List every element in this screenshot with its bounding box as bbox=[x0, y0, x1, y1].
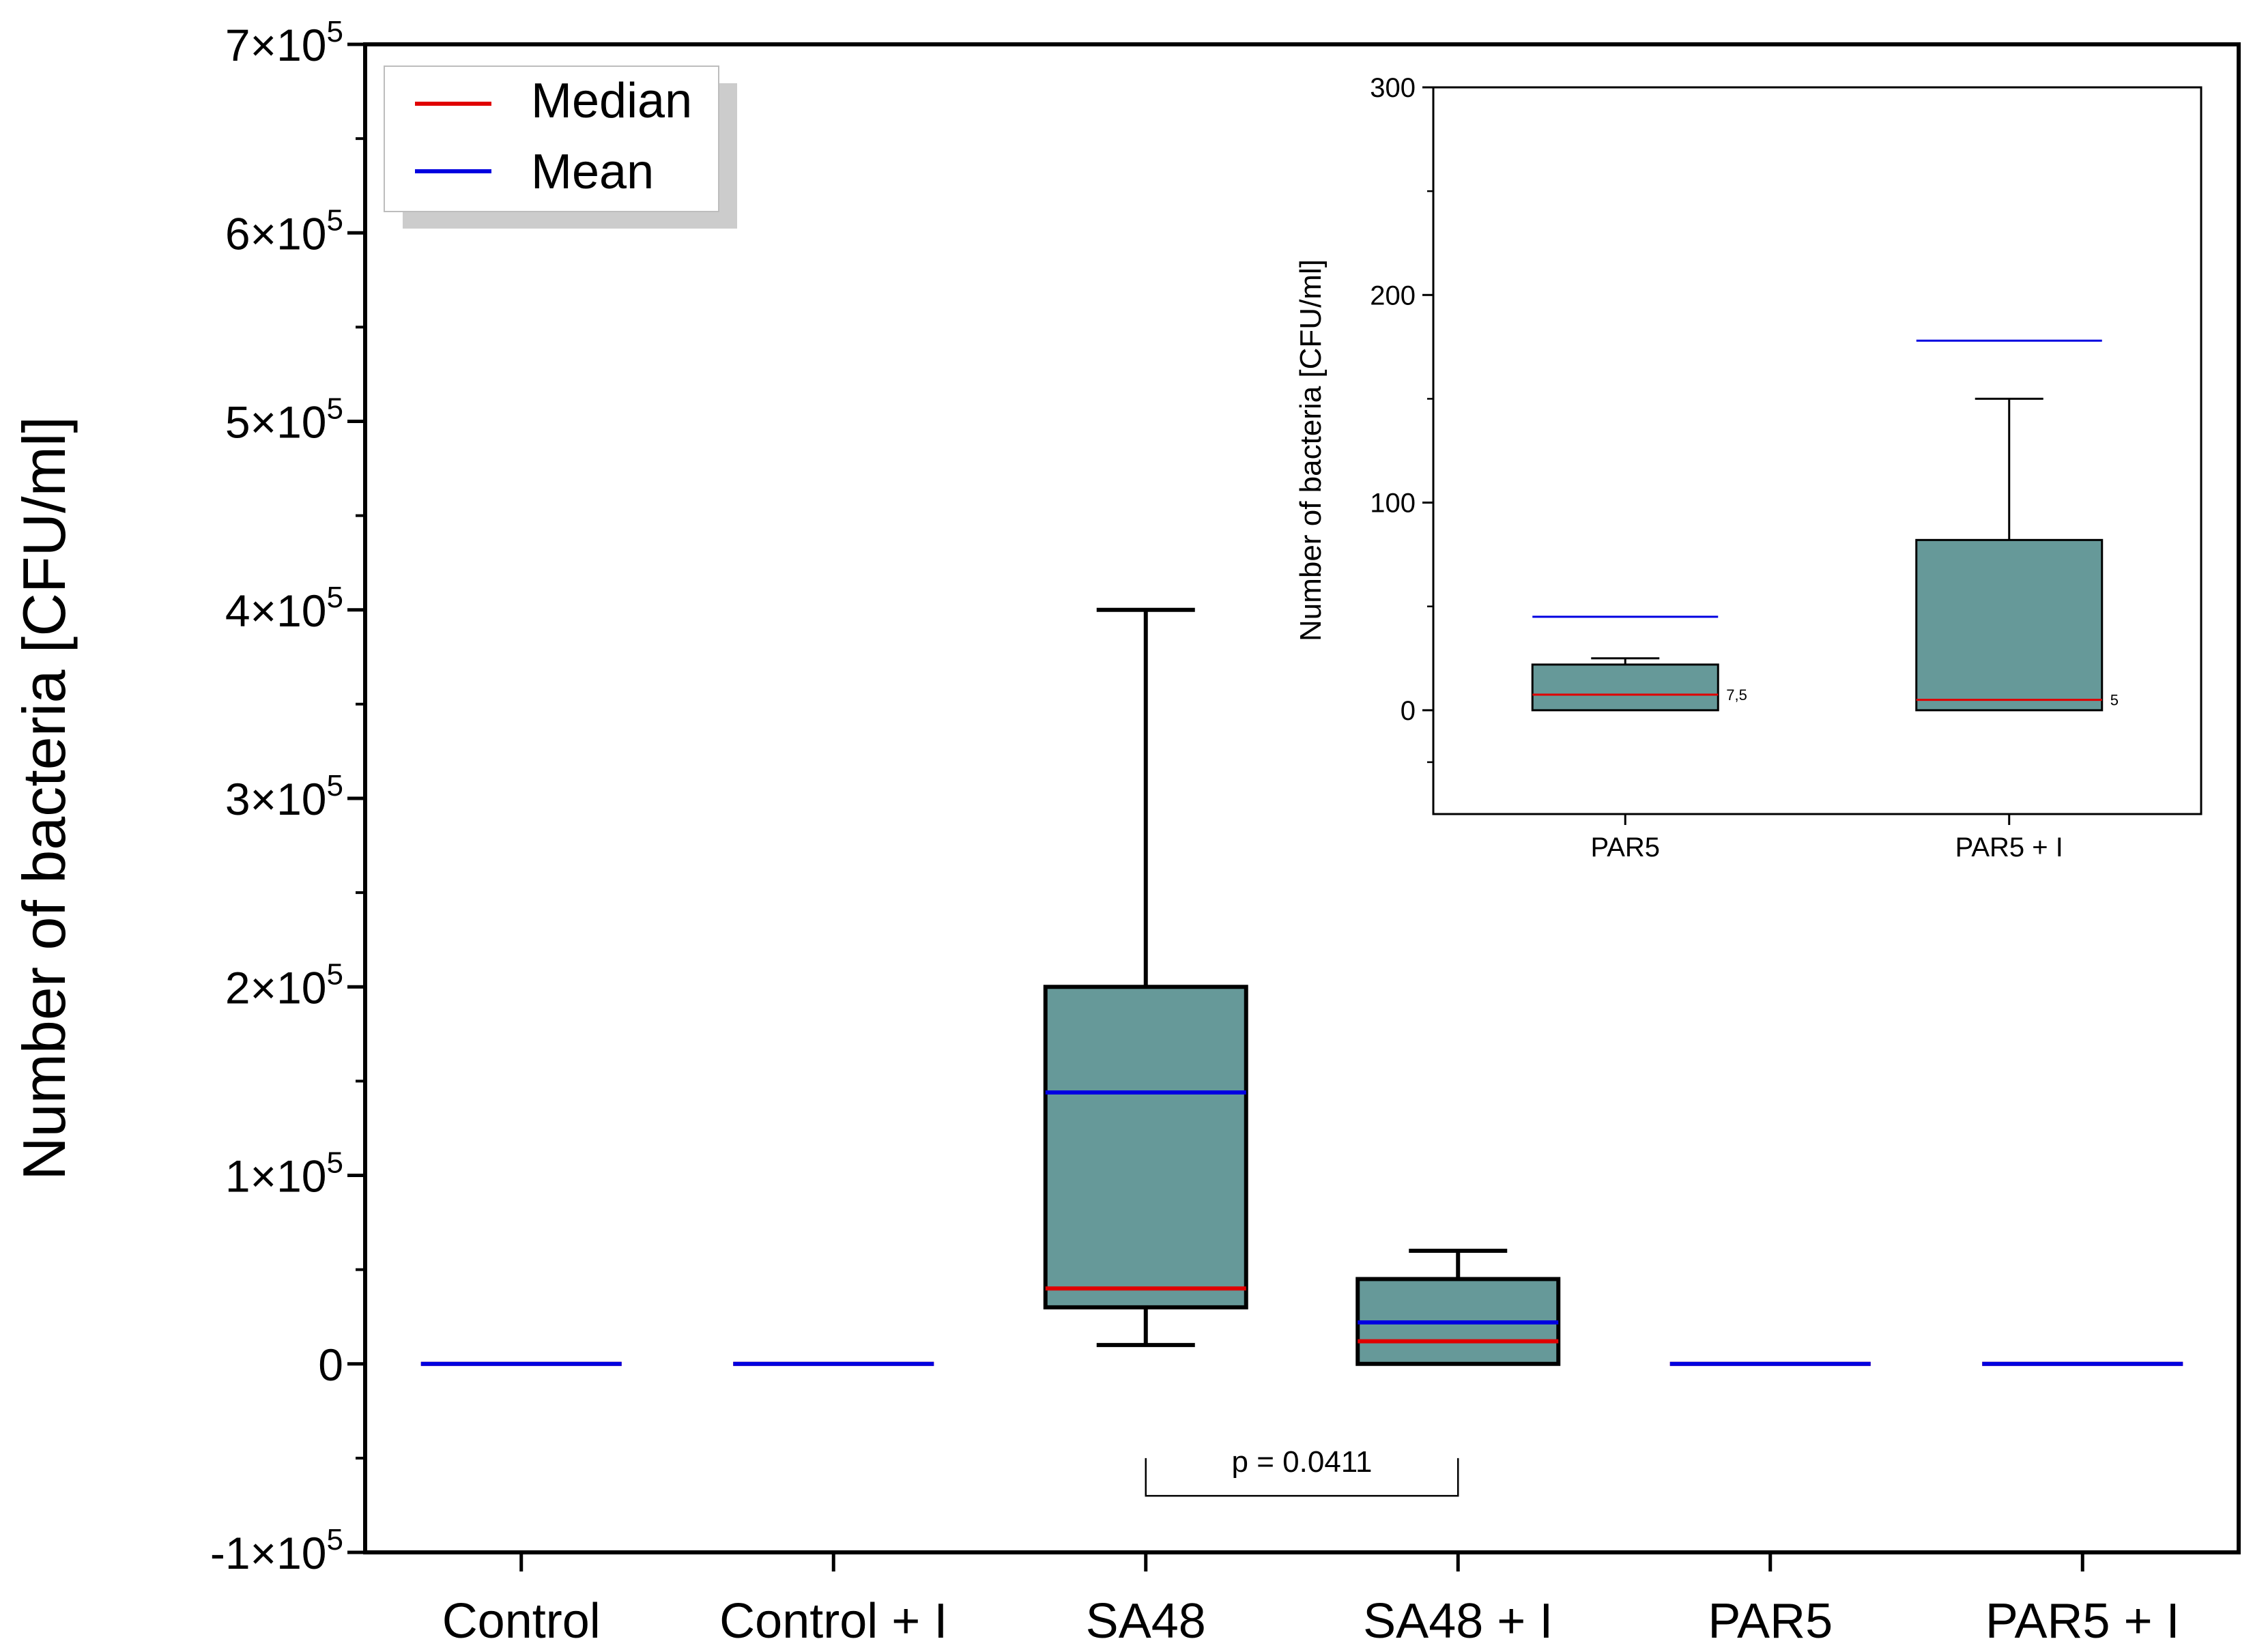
inset-y-tick-label: 300 bbox=[1370, 73, 1416, 103]
x-tick-label-par5: PAR5 bbox=[1708, 1594, 1833, 1649]
y-tick-label: 2×105 bbox=[225, 957, 343, 1013]
inset-y-axis-label: Number of bacteria [CFU/ml] bbox=[1294, 259, 1328, 641]
y-tick-label: 7×105 bbox=[225, 15, 343, 70]
significance-bracket bbox=[1145, 1458, 1459, 1497]
inset-box-par5-i: 5 bbox=[1915, 339, 2119, 712]
legend-box bbox=[384, 66, 719, 212]
significance-annotation: p = 0.0411 bbox=[1145, 1445, 1459, 1497]
inset-x-tick-label-par5: PAR5 bbox=[1590, 832, 1660, 863]
x-tick-label-par5-i: PAR5 + I bbox=[1985, 1594, 2180, 1649]
iqr-box bbox=[1531, 663, 1719, 712]
y-tick-label: 1×105 bbox=[225, 1146, 343, 1202]
inset-x-axis: PAR5 PAR5 + I bbox=[1590, 814, 2063, 863]
x-tick-label-control-i: Control + I bbox=[719, 1594, 947, 1649]
inset-y-tick-label: 100 bbox=[1370, 489, 1416, 519]
iqr-box bbox=[1043, 985, 1248, 1309]
legend-median-label: Median bbox=[531, 74, 692, 128]
legend-mean-label: Mean bbox=[531, 145, 654, 199]
main-box-sa48-i bbox=[1355, 1249, 1561, 1366]
x-tick-label-sa48-i: SA48 + I bbox=[1363, 1594, 1553, 1649]
main-chart: -1×105 0 1×105 2×105 3×105 4×105 5×105 6×105 7×1… bbox=[10, 15, 2241, 1649]
inset-box-par5: 7,5 bbox=[1531, 615, 1747, 712]
main-y-axis-label: Number of bacteria [CFU/ml] bbox=[10, 416, 78, 1180]
x-tick-label-sa48: SA48 bbox=[1086, 1594, 1206, 1649]
inset-y-tick-label: 200 bbox=[1370, 280, 1416, 310]
inset-plot-frame bbox=[1432, 86, 2202, 815]
main-y-axis: -1×105 0 1×105 2×105 3×105 4×105 5×105 6×105 7×1… bbox=[210, 15, 365, 1578]
y-tick-label: -1×105 bbox=[210, 1523, 343, 1578]
y-tick-label: 0 bbox=[318, 1339, 343, 1390]
legend: Median Mean bbox=[384, 66, 737, 229]
y-tick-label: 5×105 bbox=[225, 392, 343, 448]
y-tick-label: 6×105 bbox=[225, 203, 343, 259]
inset-boxes: 7,5 5 bbox=[1531, 339, 2119, 712]
inset-median-value-label: 7,5 bbox=[1726, 686, 1747, 704]
y-tick-label: 3×105 bbox=[225, 769, 343, 824]
p-value-label: p = 0.0411 bbox=[1232, 1445, 1373, 1479]
y-tick-label: 4×105 bbox=[225, 581, 343, 636]
inset-median-value-label: 5 bbox=[2110, 692, 2119, 709]
main-boxes bbox=[420, 607, 2183, 1366]
inset-x-tick-label-par5-i: PAR5 + I bbox=[1955, 832, 2063, 863]
iqr-box bbox=[1915, 538, 2104, 712]
inset-y-axis: 0 100 200 300 bbox=[1370, 73, 1433, 764]
main-x-axis: Control Control + I SA48 SA48 + I PAR5 PAR5 +… bbox=[442, 1552, 2180, 1649]
x-tick-label-control: Control bbox=[442, 1594, 601, 1649]
inset-y-tick-label: 0 bbox=[1401, 696, 1416, 726]
main-box-sa48 bbox=[1043, 607, 1248, 1348]
